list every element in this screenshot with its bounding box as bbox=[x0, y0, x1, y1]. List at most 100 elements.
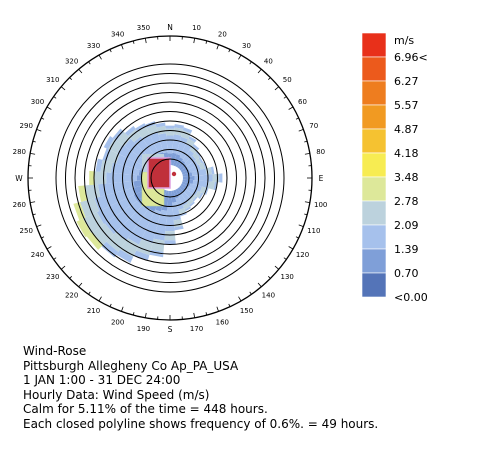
wind-sector-band bbox=[174, 225, 184, 231]
degree-tick bbox=[193, 312, 196, 318]
wind-sector-band bbox=[183, 203, 190, 210]
wind-sector-band bbox=[191, 168, 207, 177]
wind-sector-band bbox=[112, 128, 124, 141]
degree-tick bbox=[88, 61, 91, 65]
legend-swatch bbox=[361, 176, 387, 202]
wind-sector-band bbox=[127, 129, 141, 142]
wind-sector-band bbox=[186, 198, 194, 206]
degree-tick bbox=[121, 306, 124, 312]
degree-tick bbox=[36, 129, 42, 132]
wind-sector-band bbox=[212, 173, 220, 183]
legend-label: 6.96< bbox=[394, 51, 428, 64]
degree-label: 120 bbox=[296, 251, 309, 259]
calm-marker bbox=[171, 171, 177, 177]
wind-sector-band bbox=[97, 181, 135, 197]
degree-tick bbox=[216, 44, 219, 50]
degree-label: 140 bbox=[262, 292, 275, 300]
degree-tick bbox=[238, 296, 242, 302]
wind-sector-band bbox=[104, 200, 142, 235]
wind-sector-band bbox=[219, 173, 223, 183]
wind-sector-band bbox=[198, 192, 204, 200]
degree-label: 330 bbox=[87, 42, 100, 50]
wind-sector-band bbox=[89, 170, 95, 186]
frequency-ring bbox=[141, 149, 199, 207]
wind-sector-band bbox=[149, 249, 164, 258]
degree-tick bbox=[193, 38, 196, 44]
degree-tick bbox=[53, 96, 57, 99]
degree-label: 320 bbox=[65, 57, 78, 65]
degree-label: 110 bbox=[307, 227, 320, 235]
wind-sector-band bbox=[184, 155, 197, 167]
degree-label: 170 bbox=[190, 325, 203, 333]
calm-center-block bbox=[141, 154, 177, 207]
degree-tick bbox=[36, 224, 42, 227]
wind-sector-band bbox=[142, 133, 159, 156]
degree-tick bbox=[268, 77, 271, 80]
wind-sector-band bbox=[76, 218, 92, 238]
degree-tick bbox=[32, 213, 36, 216]
degree-tick bbox=[30, 152, 36, 155]
compass-north: N bbox=[167, 23, 173, 32]
wind-sector-band bbox=[182, 172, 193, 177]
wind-sector-band bbox=[177, 160, 186, 169]
caption-calm: Calm for 5.11% of the time = 448 hours. bbox=[23, 402, 268, 417]
degree-label: 190 bbox=[137, 325, 150, 333]
wind-sector-band bbox=[190, 194, 197, 201]
calm-block bbox=[147, 157, 171, 189]
wind-sector-band bbox=[210, 166, 215, 175]
wind-sector-band bbox=[150, 238, 165, 252]
degree-tick bbox=[257, 282, 262, 288]
caption-station: Pittsburgh Allegheny Co Ap_PA_USA bbox=[23, 358, 239, 373]
degree-tick bbox=[298, 129, 304, 132]
degree-tick bbox=[238, 54, 242, 60]
degree-label: 250 bbox=[20, 227, 33, 235]
wind-sector-band bbox=[189, 145, 198, 154]
wind-sector-band bbox=[86, 232, 104, 250]
legend-swatch bbox=[361, 80, 387, 106]
degree-tick bbox=[304, 140, 308, 143]
degree-label: 50 bbox=[283, 76, 292, 84]
wind-sector-band bbox=[116, 204, 149, 241]
wind-sector-band bbox=[137, 126, 150, 139]
legend-swatch bbox=[361, 224, 387, 250]
degree-tick bbox=[98, 54, 102, 60]
wind-sector-band bbox=[192, 144, 200, 151]
degree-tick bbox=[257, 68, 262, 74]
degree-tick bbox=[144, 312, 147, 318]
legend-label: 4.18 bbox=[394, 147, 419, 160]
wind-sector-band bbox=[179, 143, 192, 160]
compass-east: E bbox=[319, 174, 324, 183]
wind-sector-band bbox=[195, 150, 202, 158]
frequency-ring bbox=[93, 101, 247, 255]
frequency-ring bbox=[131, 139, 209, 217]
legend-swatch bbox=[361, 128, 387, 154]
frequency-rings bbox=[27, 35, 313, 321]
wind-sector-band bbox=[186, 160, 198, 170]
compass-labels: N E S W bbox=[15, 23, 323, 334]
degree-tick bbox=[268, 276, 271, 279]
wind-sector-band bbox=[189, 201, 195, 207]
degree-tick bbox=[304, 201, 310, 204]
legend-swatch bbox=[361, 200, 387, 226]
frequency-ring bbox=[55, 63, 285, 293]
compass-west: W bbox=[15, 174, 23, 183]
wind-sector-band bbox=[195, 158, 202, 165]
wind-sector-band bbox=[96, 194, 138, 225]
wind-sector-band bbox=[164, 231, 176, 241]
wind-sector-band bbox=[192, 180, 209, 189]
wind-sector-band bbox=[116, 249, 134, 263]
wind-sector-band bbox=[158, 133, 168, 154]
degree-tick bbox=[46, 246, 52, 250]
wind-sector-band bbox=[95, 158, 103, 172]
degree-tick bbox=[283, 257, 287, 260]
degree-label: 210 bbox=[87, 307, 100, 315]
legend-swatch bbox=[361, 32, 387, 58]
wind-sector-band bbox=[186, 186, 198, 196]
legend-label: 2.78 bbox=[394, 195, 419, 208]
wind-sector-band bbox=[182, 179, 194, 185]
degree-label: 150 bbox=[240, 307, 253, 315]
wind-sector-band bbox=[106, 172, 137, 184]
caption-title: Wind-Rose bbox=[23, 344, 87, 358]
degree-labels: 10 20 30 40 50 60 70 80 100 110 120 130 140 150 160 170… bbox=[13, 24, 328, 333]
wind-sector-band bbox=[116, 131, 131, 147]
